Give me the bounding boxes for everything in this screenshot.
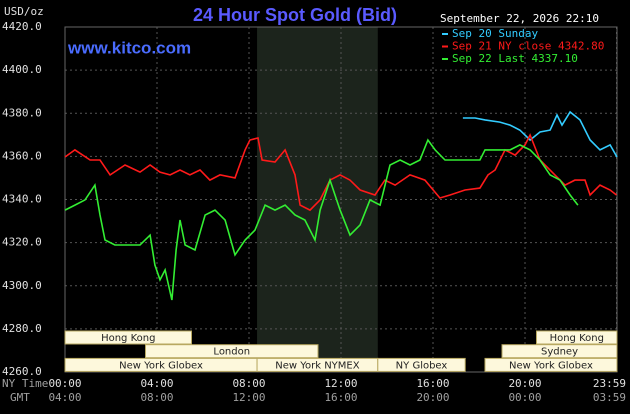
gmt-tick-label: 20:00 xyxy=(416,391,449,404)
labels-layer: 4260.0 4280.0 4300.0 4320.0 4340.0 4360.0 4380… xyxy=(2,20,626,404)
series-line xyxy=(64,133,617,212)
legend-entry: Sep 21 NY close 4342.80 xyxy=(452,40,604,53)
session-label: London xyxy=(213,347,250,358)
source: www.kitco.com xyxy=(67,38,191,57)
grid-layer xyxy=(64,26,618,373)
session-bar xyxy=(501,344,618,359)
session-label: New York NYMEX xyxy=(275,360,360,371)
series-line xyxy=(64,138,579,301)
unit-label: USD/oz xyxy=(4,5,44,18)
session-label: NY Globex xyxy=(396,360,448,371)
gmt-tick-label: 08:00 xyxy=(140,391,173,404)
y-tick-label: 4280.0 xyxy=(2,322,42,335)
gmt-tick-label: 03:59 xyxy=(593,391,626,404)
session-label: New York Globex xyxy=(119,360,203,371)
y-tick-label: 4320.0 xyxy=(2,236,42,249)
x-tick-label: 08:00 xyxy=(232,377,265,390)
y-tick-label: 4420.0 xyxy=(2,20,42,33)
gmt-tick-label: 12:00 xyxy=(232,391,265,404)
chart-title: 24 Hour Spot Gold (Bid) xyxy=(193,5,397,25)
y-tick-label: 4380.0 xyxy=(2,106,42,119)
session-bar xyxy=(484,357,618,372)
sessions-layer: Hong Kong Hong Kong London Sydney New York G… xyxy=(64,330,618,372)
legend-entry: Sep 20 Sunday xyxy=(452,27,538,40)
y-tick-label: 4300.0 xyxy=(2,279,42,292)
session-bar xyxy=(536,330,618,345)
y-tick-label: 4260.0 xyxy=(2,365,42,378)
series-line xyxy=(462,110,618,158)
session-bar xyxy=(377,357,466,372)
gmt-tick-label: 16:00 xyxy=(324,391,357,404)
x-tick-label: 12:00 xyxy=(324,377,357,390)
x-row-label: GMT xyxy=(10,391,30,404)
timestamp: September 22, 2026 22:10 xyxy=(440,12,599,25)
session-shade xyxy=(257,27,378,372)
session-label: Hong Kong xyxy=(101,333,155,344)
session-label: Sydney xyxy=(541,347,578,358)
plot-frame xyxy=(64,26,618,373)
shade-layer xyxy=(257,27,378,372)
session-bar xyxy=(145,344,319,359)
gmt-tick-label: 04:00 xyxy=(48,391,81,404)
lines-layer xyxy=(64,110,618,301)
session-bar xyxy=(64,330,192,345)
x-tick-label: 16:00 xyxy=(416,377,449,390)
x-tick-label: 20:00 xyxy=(508,377,541,390)
session-label: New York Globex xyxy=(509,360,593,371)
legend-entry: Sep 22 Last 4337.10 xyxy=(452,52,578,65)
gmt-tick-label: 00:00 xyxy=(508,391,541,404)
x-row-label: NY Time xyxy=(2,377,48,390)
x-tick-label: 23:59 xyxy=(593,377,626,390)
x-tick-label: 04:00 xyxy=(140,377,173,390)
x-tick-label: 00:00 xyxy=(48,377,81,390)
y-tick-label: 4400.0 xyxy=(2,63,42,76)
y-tick-label: 4360.0 xyxy=(2,149,42,162)
y-tick-label: 4340.0 xyxy=(2,193,42,206)
session-label: Hong Kong xyxy=(550,333,604,344)
